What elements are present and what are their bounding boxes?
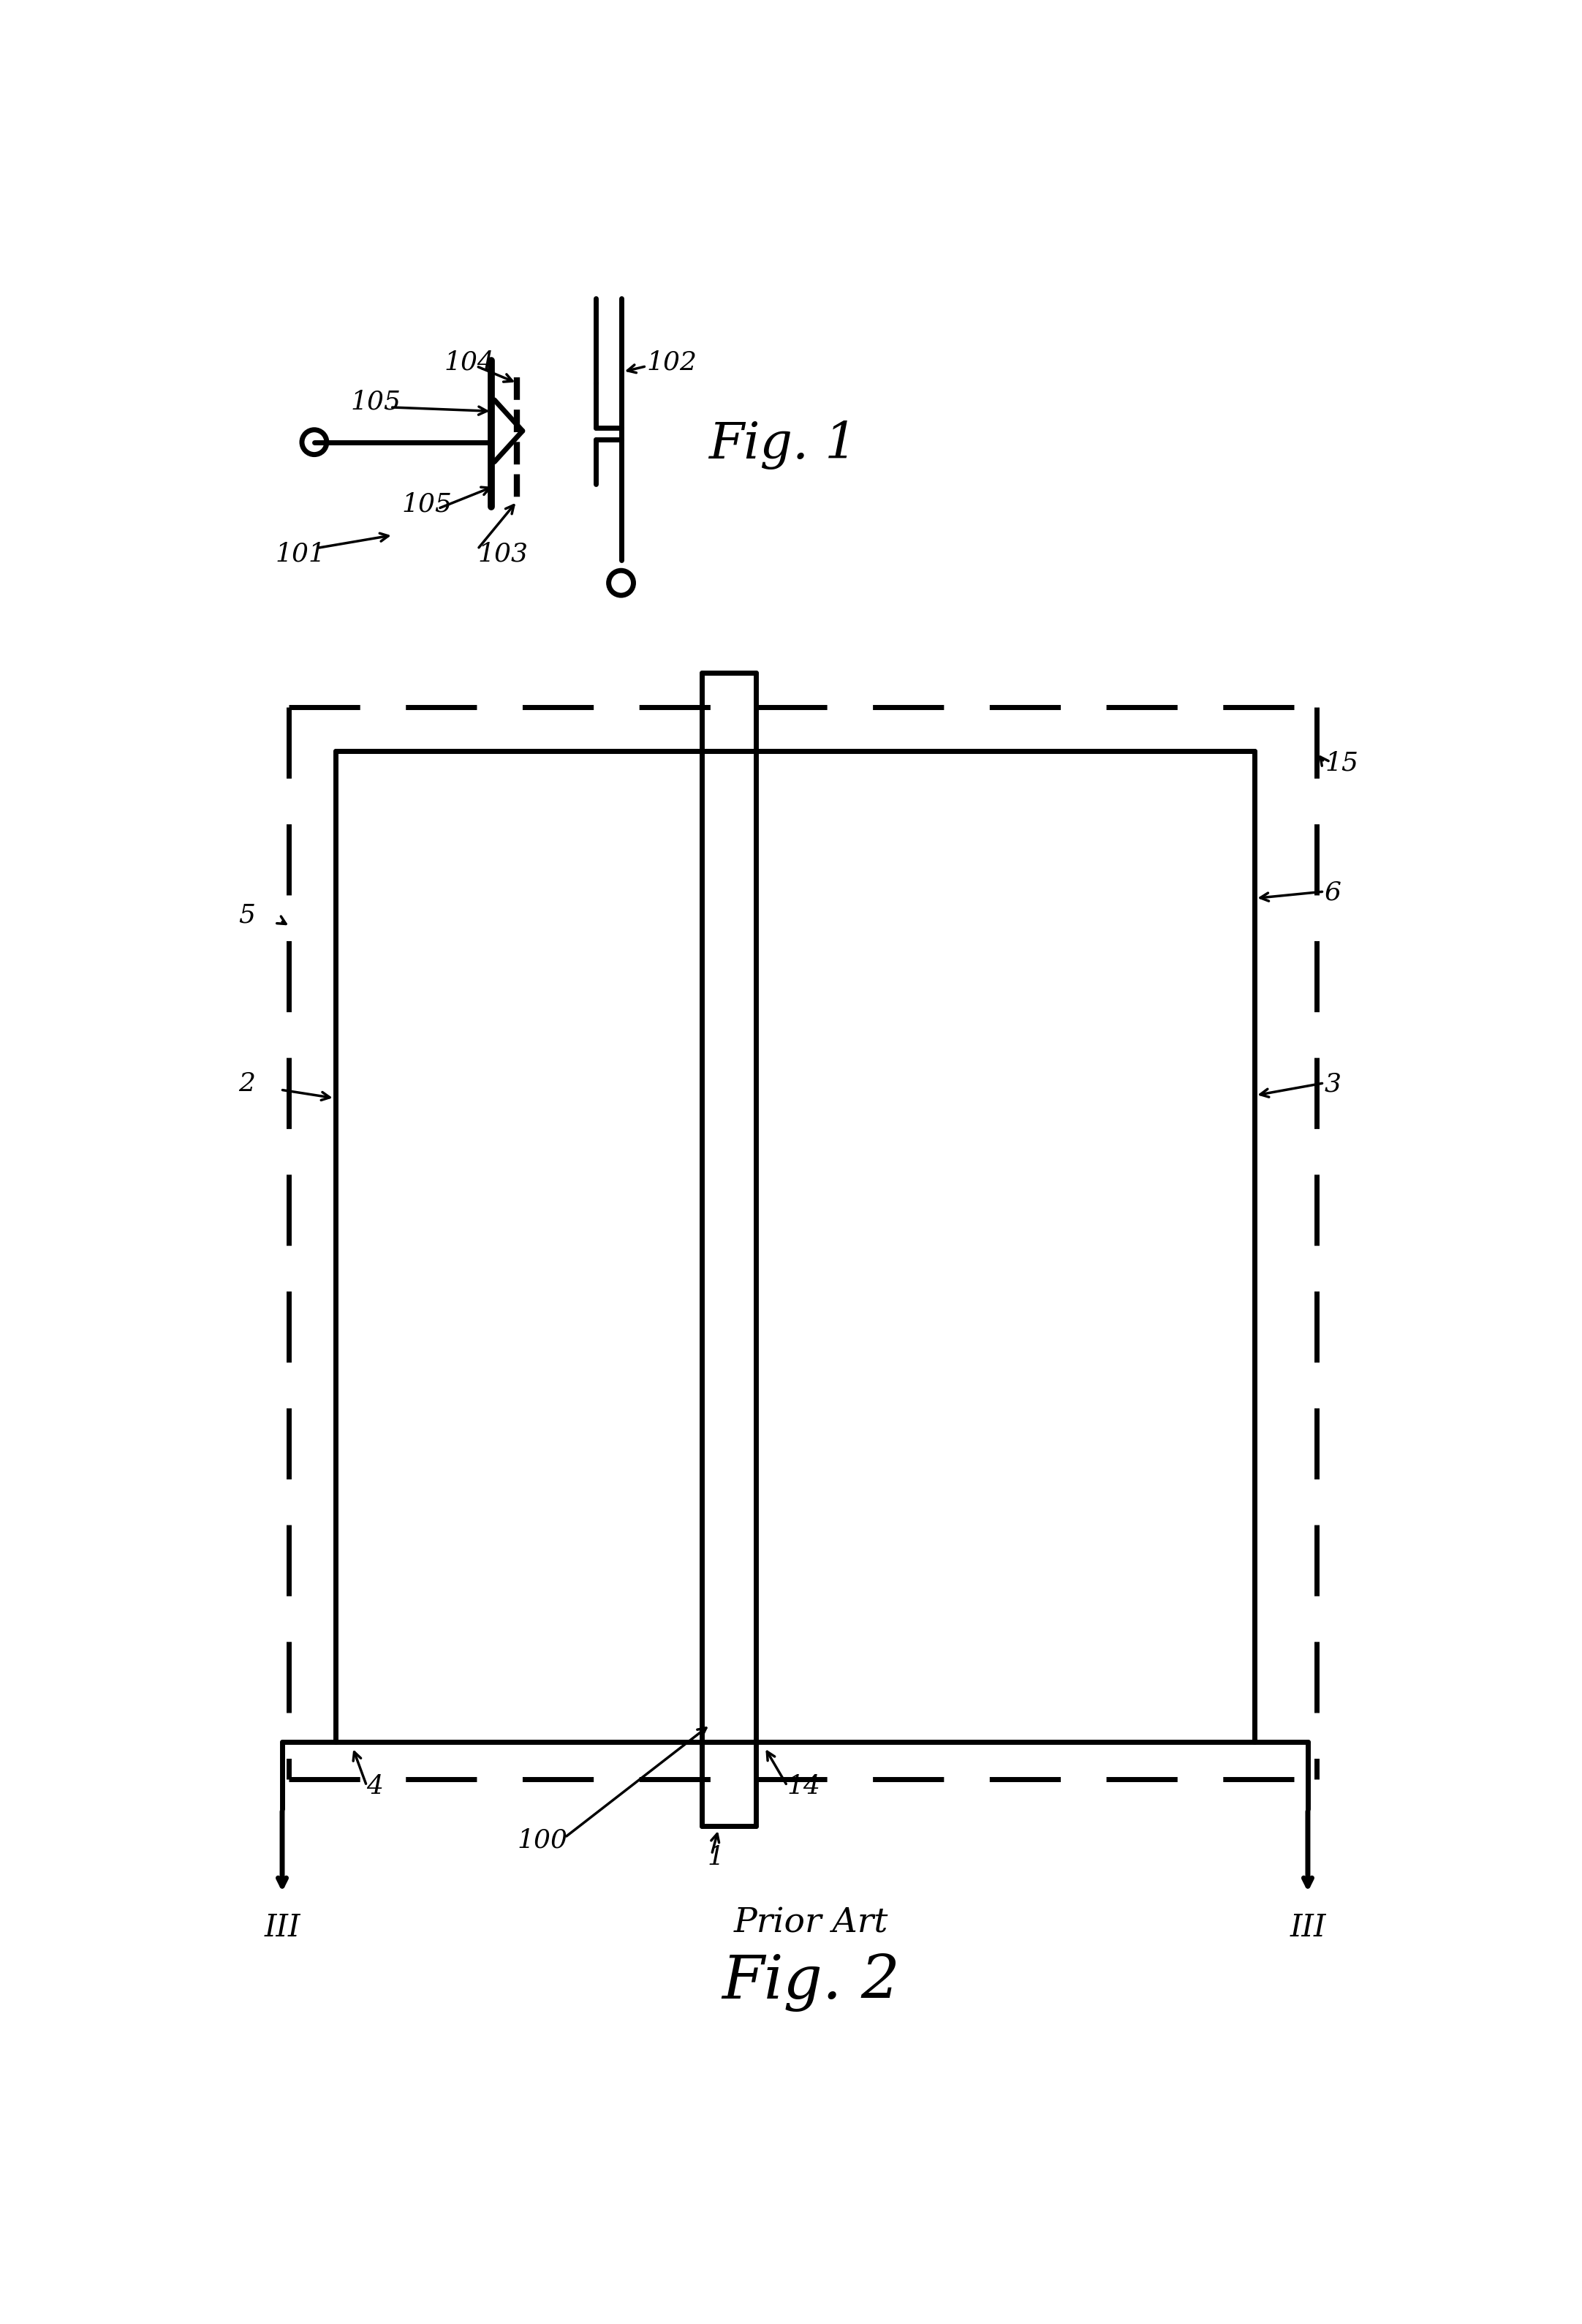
- Text: 3: 3: [1324, 1071, 1342, 1097]
- Text: III: III: [1289, 1913, 1326, 1943]
- Text: 2: 2: [239, 1071, 255, 1097]
- Text: 101: 101: [275, 541, 326, 567]
- Text: Fig. 2: Fig. 2: [721, 1952, 900, 2013]
- Text: 1: 1: [707, 1845, 725, 1868]
- Text: 14: 14: [788, 1776, 821, 1799]
- Text: 100: 100: [517, 1829, 568, 1852]
- Text: III: III: [264, 1913, 301, 1943]
- Text: 105: 105: [351, 388, 402, 414]
- Text: 4: 4: [367, 1776, 383, 1799]
- Text: 104: 104: [445, 351, 494, 374]
- Text: 5: 5: [239, 902, 255, 927]
- Text: 103: 103: [478, 541, 528, 567]
- Text: Prior Art: Prior Art: [734, 1906, 888, 1941]
- Text: Fig. 1: Fig. 1: [709, 421, 857, 469]
- Text: 102: 102: [647, 351, 696, 374]
- Text: 15: 15: [1324, 751, 1359, 776]
- Text: 105: 105: [402, 493, 452, 516]
- Text: 6: 6: [1324, 881, 1342, 904]
